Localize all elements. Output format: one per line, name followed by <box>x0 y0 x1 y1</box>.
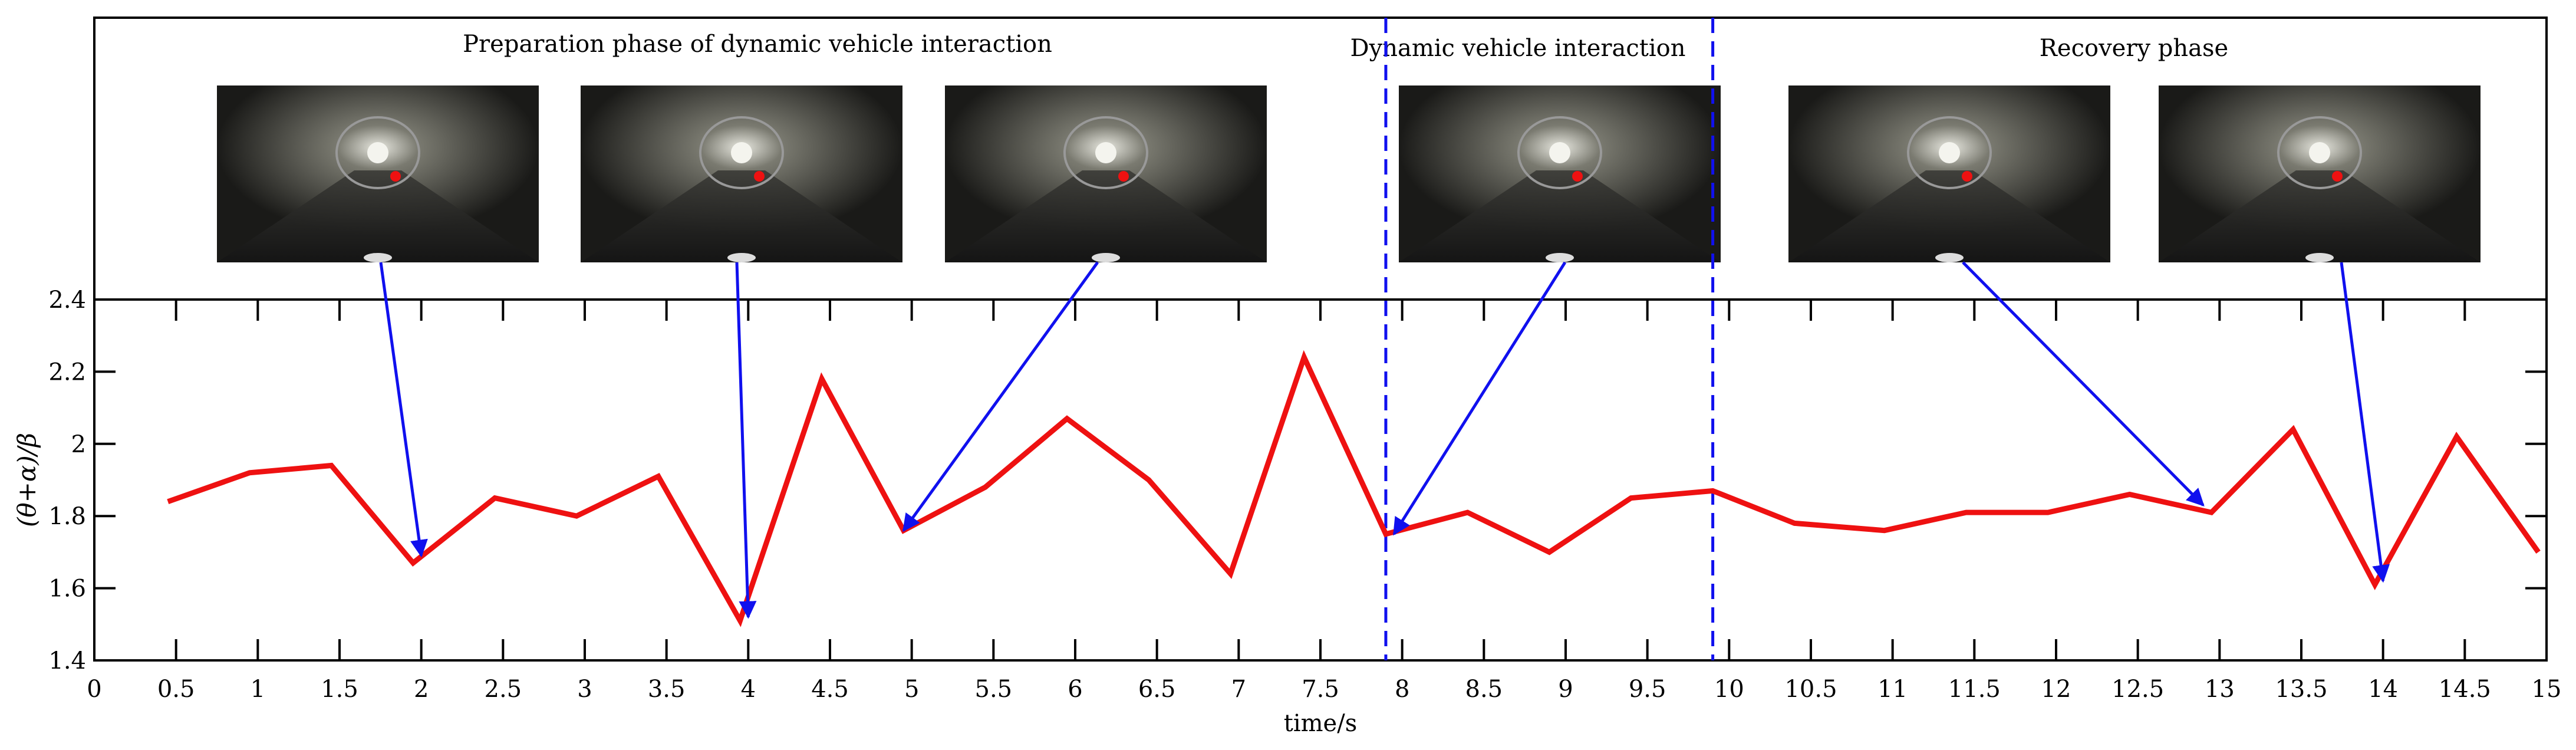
x-tick-label: 9 <box>1558 676 1573 703</box>
photo-tunnel-arch <box>2277 116 2362 189</box>
x-tick-label: 6 <box>1068 676 1082 703</box>
tunnel-photo-1 <box>217 85 539 262</box>
x-tick-label: 13.5 <box>2275 676 2327 703</box>
x-tick-label: 5 <box>904 676 919 703</box>
series-line <box>167 350 2541 627</box>
x-tick-label: 9.5 <box>1629 676 1666 703</box>
x-tick-label: 4.5 <box>811 676 849 703</box>
x-tick-label: 3 <box>577 676 592 703</box>
photo-dash-light <box>2305 253 2334 262</box>
photo-marker <box>2332 171 2343 182</box>
x-tick-label: 2 <box>414 676 429 703</box>
annotation-arrow <box>2340 262 2390 583</box>
y-tick-label: 2.4 <box>48 287 86 314</box>
photo-road <box>2159 170 2481 262</box>
phase-label-recovery: Recovery phase <box>2040 35 2228 62</box>
photo-marker <box>390 171 401 182</box>
x-tick-label: 14.5 <box>2439 676 2491 703</box>
photo-tunnel-arch <box>1907 116 1992 189</box>
x-tick-label: 12.5 <box>2111 676 2164 703</box>
phase-boundaries <box>1384 18 1715 660</box>
photo-light <box>1095 142 1116 163</box>
annotation-arrow <box>735 262 757 619</box>
x-tick-label: 6.5 <box>1138 676 1176 703</box>
x-tick-label: 1.5 <box>321 676 358 703</box>
x-tick-label: 15 <box>2532 676 2562 703</box>
photo-light <box>367 142 388 163</box>
x-tick-label: 8 <box>1395 676 1409 703</box>
y-axis-label: (θ+α)/β <box>12 433 41 527</box>
x-tick-label: 0.5 <box>157 676 195 703</box>
photo-road <box>581 170 902 262</box>
x-tick-label: 8.5 <box>1465 676 1503 703</box>
annotation-arrows <box>379 261 2390 619</box>
x-axis-label: time/s <box>1284 710 1357 737</box>
x-tick-label: 13 <box>2205 676 2235 703</box>
y-tick-labels: 1.4 1.6 1.8 2 2.2 2.4 <box>48 287 86 675</box>
tunnel-photo-6 <box>2159 85 2481 262</box>
x-tick-label: 12 <box>2041 676 2071 703</box>
photo-marker <box>754 171 765 182</box>
photo-dash-light <box>727 253 756 262</box>
x-tick-label: 1 <box>251 676 265 703</box>
annotation-arrow <box>1962 261 2205 506</box>
photo-tunnel-arch <box>1517 116 1602 189</box>
y-tick-label: 1.4 <box>48 647 86 675</box>
y-tick-label: 2.2 <box>48 358 86 386</box>
phase-label-interaction: Dynamic vehicle interaction <box>1350 35 1686 62</box>
x-tick-label: 11.5 <box>1948 676 2001 703</box>
x-tick-label: 10.5 <box>1784 676 1837 703</box>
x-tick-label: 0 <box>87 676 101 703</box>
tunnel-photo-4 <box>1399 85 1721 262</box>
annotation-arrow <box>1392 261 1567 536</box>
tunnel-photo-3 <box>945 85 1267 262</box>
photo-tunnel-arch <box>335 116 420 189</box>
photo-light <box>1939 142 1960 163</box>
photo-tunnel-arch <box>1063 116 1148 189</box>
photo-road <box>945 170 1267 262</box>
photo-marker <box>1572 171 1583 182</box>
tunnel-photo-5 <box>1788 85 2110 262</box>
tunnel-photo-2 <box>581 85 902 262</box>
x-tick-label: 7 <box>1231 676 1246 703</box>
photo-dash-light <box>1935 253 1964 262</box>
photo-road <box>1399 170 1721 262</box>
x-tick-label: 3.5 <box>648 676 686 703</box>
y-tick-label: 1.8 <box>48 503 86 530</box>
x-tick-label: 10 <box>1714 676 1744 703</box>
photo-light <box>731 142 752 163</box>
annotation-arrow <box>902 261 1099 532</box>
x-tick-label: 5.5 <box>975 676 1013 703</box>
photo-road <box>217 170 539 262</box>
x-tick-label: 2.5 <box>485 676 522 703</box>
photo-road <box>1788 170 2110 262</box>
annotation-arrow <box>379 262 428 558</box>
y-tick-label: 2 <box>71 431 86 458</box>
axis-ticks <box>93 298 2548 662</box>
phase-label-preparation: Preparation phase of dynamic vehicle int… <box>463 31 1052 58</box>
y-tick-label: 1.6 <box>48 575 86 603</box>
x-tick-label: 4 <box>741 676 756 703</box>
x-tick-labels: 0 0.5 1 1.5 2 2.5 3 3.5 4 4.5 5 5.5 6 6.5 7 7.5 8 8.5 9 9.5… <box>87 676 2561 703</box>
x-tick-label: 11 <box>1877 676 1908 703</box>
photo-tunnel-arch <box>699 116 784 189</box>
series-group <box>167 350 2541 627</box>
tunnel-photos <box>217 85 2481 262</box>
photo-dash-light <box>1546 253 1574 262</box>
photo-marker <box>1118 171 1129 182</box>
photo-dash-light <box>364 253 392 262</box>
photo-light <box>1549 142 1570 163</box>
x-tick-label: 7.5 <box>1302 676 1339 703</box>
photo-light <box>2309 142 2330 163</box>
x-tick-label: 14 <box>2368 676 2398 703</box>
photo-dash-light <box>1092 253 1120 262</box>
photo-marker <box>1962 171 1972 182</box>
